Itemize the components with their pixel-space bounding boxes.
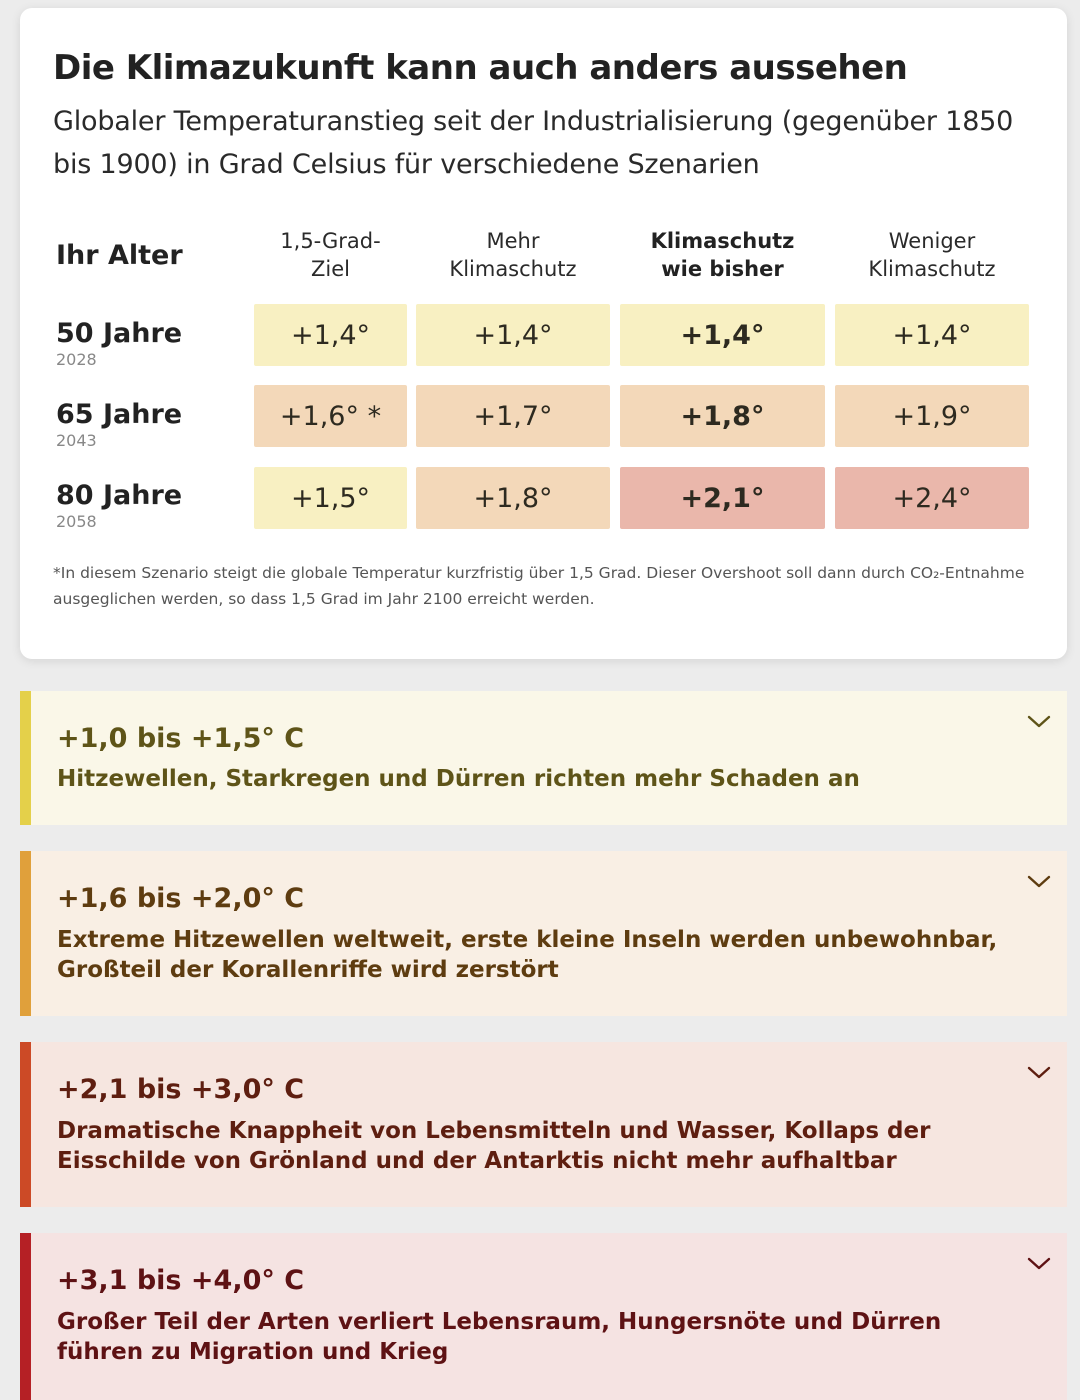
row-label-80-jahre: 80 Jahre 2058 bbox=[56, 480, 182, 532]
chevron-down-icon[interactable] bbox=[1027, 715, 1051, 729]
value-cell: +1,5° bbox=[254, 467, 407, 529]
accordion-range: +2,1 bis +3,0° C bbox=[57, 1074, 305, 1105]
column-header-line: Mehr bbox=[486, 229, 540, 253]
accordion-item-3-1-to-4-0[interactable]: +3,1 bis +4,0° C Großer Teil der Arten v… bbox=[20, 1233, 1067, 1400]
card-title: Die Klimazukunft kann auch anders ausseh… bbox=[53, 48, 908, 88]
column-header-mehr-klimaschutz: Mehr Klimaschutz bbox=[416, 227, 610, 283]
accordion-item-2-1-to-3-0[interactable]: +2,1 bis +3,0° C Dramatische Knappheit v… bbox=[20, 1042, 1067, 1207]
accordion-description: Extreme Hitzewellen weltweit, erste klei… bbox=[57, 927, 998, 983]
accordion-item-1-6-to-2-0[interactable]: +1,6 bis +2,0° C Extreme Hitzewellen wel… bbox=[20, 851, 1067, 1016]
accordion-item-1-0-to-1-5[interactable]: +1,0 bis +1,5° C Hitzewellen, Starkregen… bbox=[20, 691, 1067, 825]
column-header-line: Klimaschutz bbox=[650, 229, 795, 253]
row-age: 50 Jahre bbox=[56, 318, 183, 349]
value-cell: +2,1° bbox=[620, 467, 825, 529]
column-header-line: Klimaschutz bbox=[868, 257, 996, 281]
value-cell: +1,6° * bbox=[254, 385, 407, 447]
accordion-range: +1,0 bis +1,5° C bbox=[57, 723, 305, 754]
accordion-range: +3,1 bis +4,0° C bbox=[57, 1265, 305, 1296]
accordion-description: Hitzewellen, Starkregen und Dürren richt… bbox=[57, 766, 860, 792]
row-label-50-jahre: 50 Jahre 2028 bbox=[56, 318, 182, 370]
accordion-description: Großer Teil der Arten verliert Lebensrau… bbox=[57, 1309, 942, 1365]
value-cell: +1,4° bbox=[620, 304, 825, 366]
row-year: 2043 bbox=[56, 431, 97, 450]
column-header-1-5-grad: 1,5-Grad- Ziel bbox=[254, 227, 407, 283]
accordion-description: Dramatische Knappheit von Lebensmitteln … bbox=[57, 1118, 931, 1174]
card-subtitle: Globaler Temperaturanstieg seit der Indu… bbox=[53, 106, 1014, 180]
value-cell: +1,7° bbox=[416, 385, 610, 447]
row-age: 80 Jahre bbox=[56, 480, 183, 511]
age-column-header: Ihr Alter bbox=[56, 240, 183, 271]
value-cell: +1,9° bbox=[835, 385, 1029, 447]
column-header-klimaschutz-wie-bisher: Klimaschutz wie bisher bbox=[620, 227, 825, 283]
row-label-65-jahre: 65 Jahre 2043 bbox=[56, 399, 182, 451]
footnote: *In diesem Szenario steigt die globale T… bbox=[53, 564, 1025, 608]
column-header-line: Ziel bbox=[311, 257, 350, 281]
chevron-down-icon[interactable] bbox=[1027, 1066, 1051, 1080]
column-header-line: Klimaschutz bbox=[449, 257, 577, 281]
row-year: 2028 bbox=[56, 350, 97, 369]
accordion-range: +1,6 bis +2,0° C bbox=[57, 883, 305, 914]
value-cell: +1,4° bbox=[254, 304, 407, 366]
value-cell: +2,4° bbox=[835, 467, 1029, 529]
value-cell: +1,8° bbox=[620, 385, 825, 447]
column-header-line: wie bisher bbox=[661, 257, 784, 281]
value-cell: +1,4° bbox=[416, 304, 610, 366]
scenario-card: Die Klimazukunft kann auch anders ausseh… bbox=[20, 8, 1067, 659]
chevron-down-icon[interactable] bbox=[1027, 875, 1051, 889]
row-year: 2058 bbox=[56, 512, 97, 531]
column-header-line: 1,5-Grad- bbox=[280, 229, 381, 253]
column-header-weniger-klimaschutz: Weniger Klimaschutz bbox=[835, 227, 1029, 283]
value-cell: +1,4° bbox=[835, 304, 1029, 366]
value-cell: +1,8° bbox=[416, 467, 610, 529]
row-age: 65 Jahre bbox=[56, 399, 183, 430]
chevron-down-icon[interactable] bbox=[1027, 1257, 1051, 1271]
column-header-line: Weniger bbox=[888, 229, 976, 253]
